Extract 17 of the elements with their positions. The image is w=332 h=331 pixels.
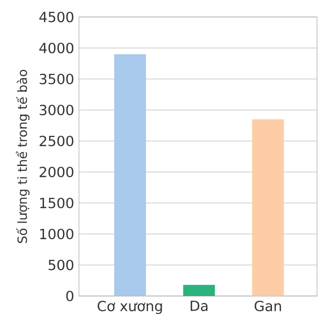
- bar: [252, 119, 284, 296]
- y-tick-label: 4500: [39, 12, 74, 22]
- y-tick-label: 3000: [40, 104, 74, 116]
- y-tick-label: 4000: [39, 42, 74, 54]
- x-tick-label: Gan: [254, 300, 281, 312]
- bar: [183, 284, 215, 296]
- y-tick-label: 0: [66, 290, 74, 302]
- x-tick-label: Cơ xương: [98, 300, 162, 314]
- bar: [114, 54, 146, 296]
- y-tick-label: 2000: [40, 166, 74, 178]
- y-tick-label: 2500: [40, 136, 74, 146]
- x-tick-label: Da: [190, 300, 208, 312]
- y-tick-label: 3500: [40, 74, 74, 84]
- y-tick-label: 1500: [40, 198, 74, 208]
- y-tick-label: 1000: [40, 228, 74, 240]
- y-axis-title: Số lượng ti thể trong tế bào: [16, 70, 30, 243]
- y-tick-label: 500: [48, 260, 74, 270]
